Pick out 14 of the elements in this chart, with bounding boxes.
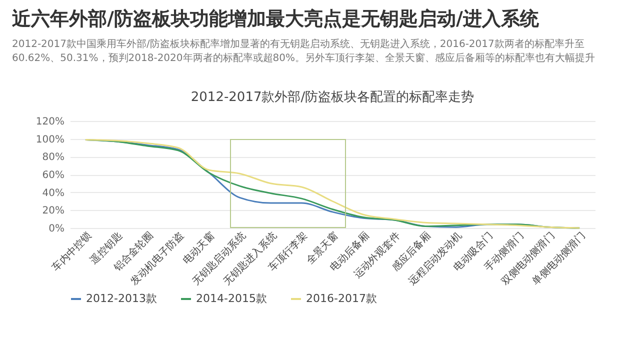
y-tick-label: 20% xyxy=(42,206,64,217)
legend-label: 2014-2015款 xyxy=(196,292,267,305)
y-tick-label: 80% xyxy=(42,152,64,164)
y-tick-label: 40% xyxy=(42,188,64,199)
y-tick-label: 0% xyxy=(48,224,64,234)
chart-subtitle: 2012-2017款中国乘用车外部/防盗板块标配率增加显著的有无钥匙启动系统、无钥匙进入系统，2016-2017款两者的标配率升至60.62%、50.31%，预判2018-2020年两者的标配率或超80%。另外车顶行李架、全景天窗、感应后备厢等的标配率也有大幅提升 xyxy=(12,38,596,66)
y-tick-label: 60% xyxy=(42,170,64,181)
line-series xyxy=(84,138,580,229)
y-tick-label: 120% xyxy=(36,116,64,128)
y-tick-label: 100% xyxy=(36,134,64,146)
chart-title: 近六年外部/防盗板块功能增加最大亮点是无钥匙启动/进入系统 xyxy=(12,7,539,32)
legend-label: 2012-2013款 xyxy=(86,292,157,305)
legend-label: 2016-2017款 xyxy=(306,292,377,305)
text: 2012-2017款外部/防盗板块各配置的标配率走势 xyxy=(190,89,474,105)
